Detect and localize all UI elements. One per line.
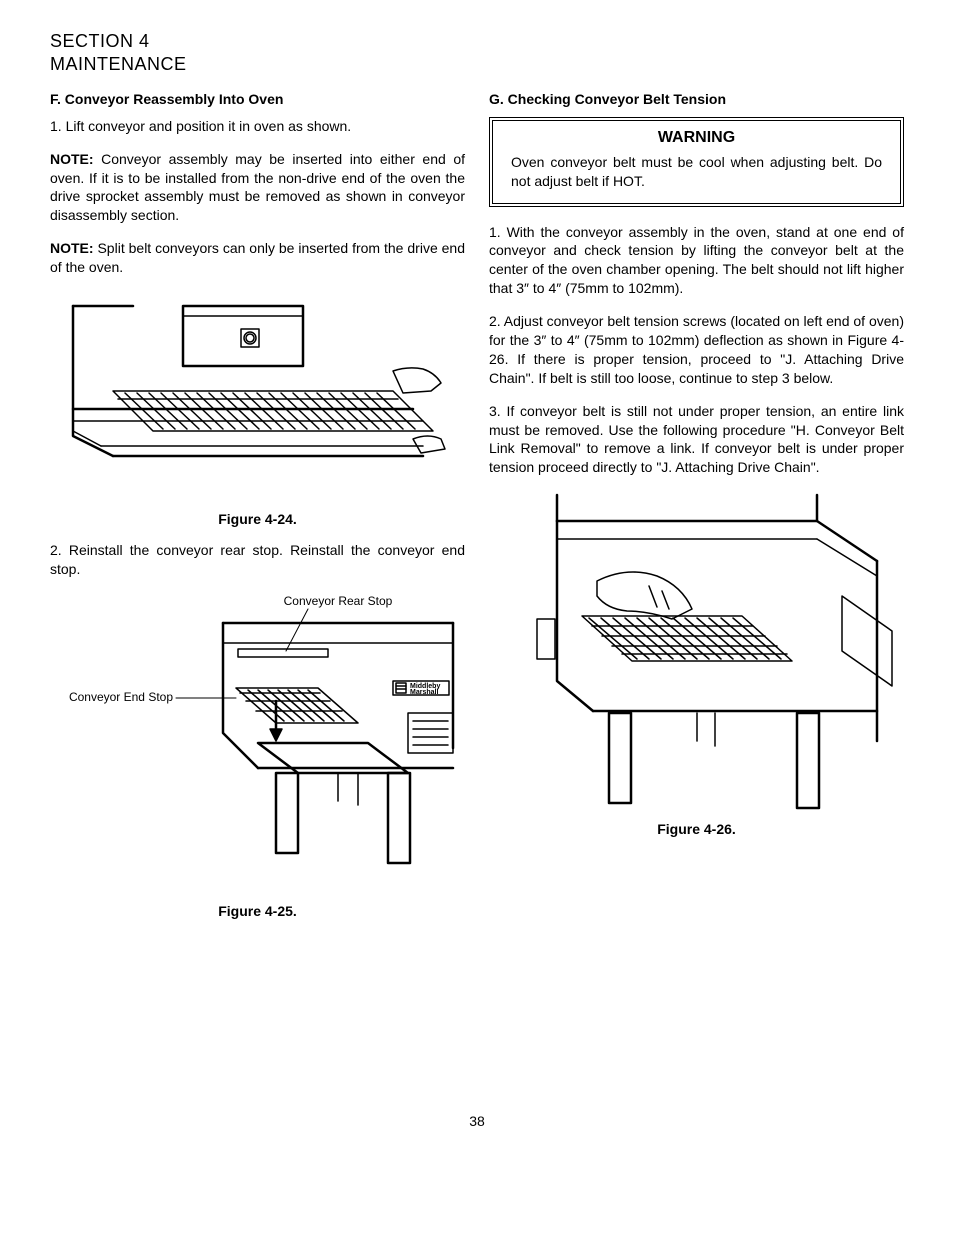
left-column: F. Conveyor Reassembly Into Oven 1. Lift… [50, 91, 465, 933]
note-1-label: NOTE: [50, 151, 94, 167]
section-number: SECTION 4 [50, 30, 904, 53]
para-f1: 1. Lift conveyor and position it in oven… [50, 117, 465, 136]
right-column: G. Checking Conveyor Belt Tension WARNIN… [489, 91, 904, 933]
figure-4-25-caption: Figure 4-25. [50, 903, 465, 919]
warning-box: WARNING Oven conveyor belt must be cool … [489, 117, 904, 207]
note-2: NOTE: Split belt conveyors can only be i… [50, 239, 465, 277]
para-g2: 2. Adjust conveyor belt tension screws (… [489, 312, 904, 388]
heading-f: F. Conveyor Reassembly Into Oven [50, 91, 465, 107]
note-1-text: Conveyor assembly may be inserted into e… [50, 151, 465, 224]
note-1: NOTE: Conveyor assembly may be inserted … [50, 150, 465, 226]
figure-4-26 [497, 491, 897, 811]
section-header: SECTION 4 MAINTENANCE [50, 30, 904, 77]
note-2-text: Split belt conveyors can only be inserte… [50, 240, 465, 275]
two-column-layout: F. Conveyor Reassembly Into Oven 1. Lift… [50, 91, 904, 933]
fig25-label-end-stop: Conveyor End Stop [68, 690, 172, 704]
figure-4-25: Conveyor Rear Stop Conveyor End Stop Mid… [58, 593, 458, 893]
figure-4-24-caption: Figure 4-24. [50, 511, 465, 527]
figure-4-26-caption: Figure 4-26. [489, 821, 904, 837]
warning-title: WARNING [511, 129, 882, 147]
note-2-label: NOTE: [50, 240, 94, 256]
para-g1: 1. With the conveyor assembly in the ove… [489, 223, 904, 299]
fig25-label-rear-stop: Conveyor Rear Stop [283, 594, 392, 608]
heading-g: G. Checking Conveyor Belt Tension [489, 91, 904, 107]
section-title: MAINTENANCE [50, 53, 904, 76]
warning-text: Oven conveyor belt must be cool when adj… [511, 153, 882, 191]
figure-4-24 [63, 291, 453, 501]
fig25-brand2: Marshall [410, 689, 438, 696]
para-f2: 2. Reinstall the conveyor rear stop. Rei… [50, 541, 465, 579]
para-g3: 3. If conveyor belt is still not under p… [489, 402, 904, 478]
page-number: 38 [50, 1113, 904, 1129]
